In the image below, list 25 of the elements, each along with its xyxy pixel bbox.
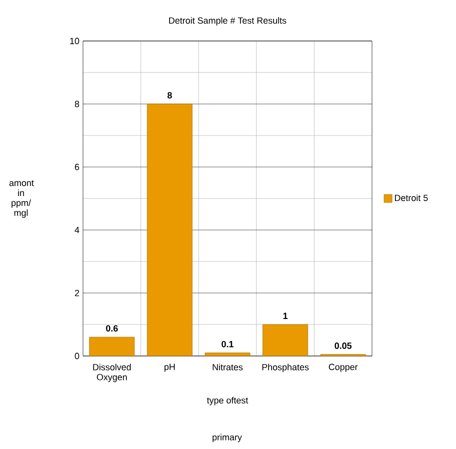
- data-label: 1: [283, 312, 288, 319]
- text: primary: [212, 434, 242, 442]
- y-tick-label: 2: [74, 290, 80, 296]
- x-tick-label: Copper: [328, 364, 358, 372]
- y-tick-label: 4: [74, 226, 80, 234]
- y-tick-label: 8: [74, 100, 80, 108]
- y-tick-label: 10: [70, 38, 80, 44]
- x-tick-label: pH: [164, 364, 175, 372]
- y-axis-title: amont in ppm/ mgl: [9, 180, 34, 218]
- bar: [147, 104, 192, 356]
- y-tick-label: 6: [74, 164, 80, 170]
- legend-label: Detroit 5: [394, 194, 428, 202]
- x-tick-label: Dissolved Oxygen: [93, 364, 131, 382]
- chart-title: Detroit Sample # Test Results: [169, 17, 286, 26]
- y-tick-label: 0: [74, 352, 80, 360]
- bar: [204, 352, 250, 356]
- bar: [89, 336, 135, 356]
- bar: [262, 324, 308, 356]
- x-tick-label: Phosphates: [262, 364, 309, 372]
- data-label: 0.05: [334, 342, 352, 349]
- data-label: 8: [167, 92, 172, 98]
- data-label: 0.1: [222, 340, 234, 348]
- x-tick-label: Nitrates: [212, 364, 243, 370]
- x-axis-title: type oftest: [206, 396, 248, 406]
- data-label: 0.6: [106, 325, 118, 332]
